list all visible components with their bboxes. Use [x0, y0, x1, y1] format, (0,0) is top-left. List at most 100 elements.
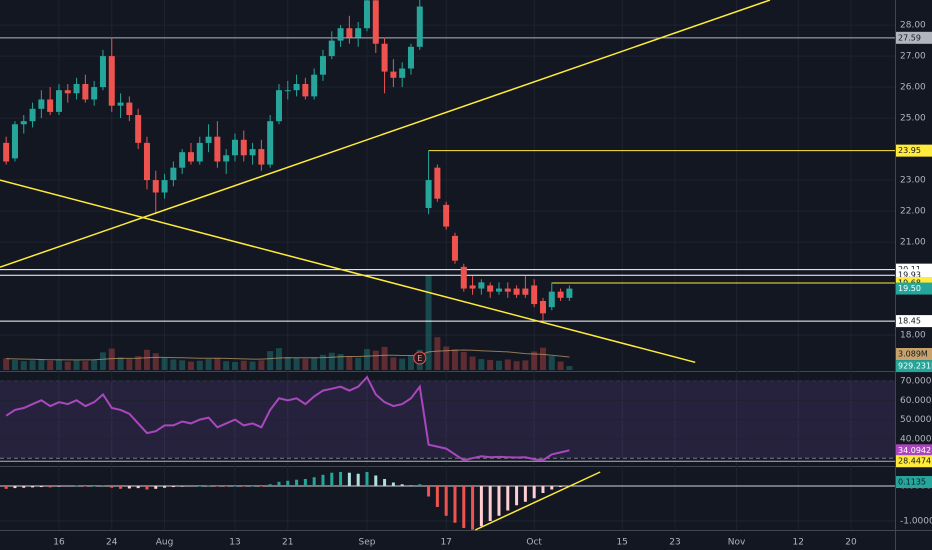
candle-body: [11, 124, 18, 159]
macd-bar: [453, 486, 457, 523]
volume-bar: [82, 361, 89, 370]
macd-bar: [479, 486, 483, 527]
macd-bar: [321, 474, 325, 487]
volume-bar: [381, 346, 388, 370]
macd-bar: [400, 484, 404, 487]
volume-bar: [355, 357, 362, 370]
y-tick-label: 27.00: [900, 52, 926, 62]
x-tick-label: 17: [440, 538, 451, 548]
candle-body: [20, 121, 27, 125]
price-badge: 18.45: [898, 317, 921, 326]
candle-body: [108, 56, 115, 106]
x-tick-label: 20: [845, 538, 857, 548]
macd-bar: [119, 486, 123, 489]
candle-body: [223, 155, 230, 162]
macd-bar: [383, 479, 387, 487]
y-tick-label: 28.00: [900, 21, 926, 31]
macd-bar: [435, 486, 439, 508]
volume-bar: [346, 356, 353, 370]
macd-bar: [541, 486, 545, 494]
candle-body: [372, 0, 379, 44]
x-tick-label: 15: [616, 538, 627, 548]
candle-body: [478, 282, 485, 289]
candle-body: [355, 28, 362, 38]
volume-bar: [478, 359, 485, 370]
candle-body: [47, 99, 54, 112]
macd-bar: [171, 486, 175, 488]
macd-bar: [444, 486, 448, 516]
volume-bar: [557, 361, 564, 370]
macd-bar: [286, 480, 290, 487]
x-tick-label: 23: [669, 538, 680, 548]
candle-body: [3, 142, 10, 162]
last-price-badge: 19.50: [898, 284, 921, 293]
candle-body: [205, 136, 212, 143]
volume-bar: [539, 347, 546, 370]
volume-bar: [126, 359, 133, 370]
candle-body: [451, 235, 458, 261]
x-tick-label: 13: [229, 538, 240, 548]
candle-body: [284, 90, 291, 92]
candle-body: [99, 56, 106, 88]
volume-badge-bg: [896, 360, 932, 373]
volume-bar: [337, 354, 344, 370]
candle-body: [513, 288, 520, 295]
candle-body: [504, 288, 511, 292]
last-price-badge-bg: [896, 282, 932, 295]
volume-bar: [117, 357, 124, 370]
macd-bar: [92, 486, 96, 487]
volume-bar: [214, 358, 221, 370]
candle-body: [522, 288, 529, 295]
volume-bar: [3, 358, 10, 370]
volume-bar: [223, 361, 230, 370]
candle-body: [64, 90, 71, 94]
x-tick-label: Oct: [526, 538, 542, 548]
volume-bar: [275, 348, 282, 370]
volume-bar: [399, 358, 406, 370]
macd-bar: [127, 486, 131, 489]
y-tick-label: 50.0000: [900, 415, 932, 425]
candle-body: [196, 142, 203, 162]
macd-bar: [295, 479, 299, 487]
volume-bar: [187, 361, 194, 370]
event-label: E: [417, 354, 422, 363]
volume-bar: [152, 353, 159, 370]
macd-bar: [233, 486, 237, 487]
macd-bar: [251, 486, 255, 487]
macd-bar: [391, 482, 395, 487]
price-badge-bg: [896, 31, 932, 44]
macd-bar: [145, 486, 149, 490]
volume-bar: [504, 359, 511, 370]
volume-ma: [6, 349, 570, 361]
price-badge-bg: [896, 315, 932, 328]
candle-body: [346, 28, 353, 38]
volume-bar: [20, 361, 27, 370]
y-tick-label: 22.00: [900, 207, 926, 217]
volume-bar: [73, 360, 80, 370]
rsi-level-badge-bg: [896, 455, 932, 468]
macd-bar: [101, 485, 105, 487]
y-tick-label: 70.0000: [900, 376, 932, 386]
macd-bar: [418, 484, 422, 487]
trend-line: [0, 0, 771, 268]
macd-bar: [523, 486, 527, 502]
macd-bar: [268, 484, 272, 487]
candle-body: [135, 114, 142, 143]
macd-bar: [13, 486, 17, 489]
candle-body: [443, 204, 450, 227]
candle-body: [390, 71, 397, 78]
macd-bar: [427, 486, 431, 497]
candle-body: [91, 87, 98, 100]
y-tick-label: 60.0000: [900, 396, 932, 406]
volume-bar: [495, 360, 502, 370]
y-tick-label: 26.00: [900, 83, 926, 93]
x-tick-label: 24: [106, 538, 118, 548]
volume-bar: [38, 359, 45, 370]
volume-bar: [407, 355, 414, 370]
macd-bar: [224, 486, 228, 487]
candle-body: [38, 99, 45, 109]
volume-bar: [11, 359, 18, 370]
candle-body: [328, 40, 335, 57]
candle-body: [416, 6, 423, 47]
